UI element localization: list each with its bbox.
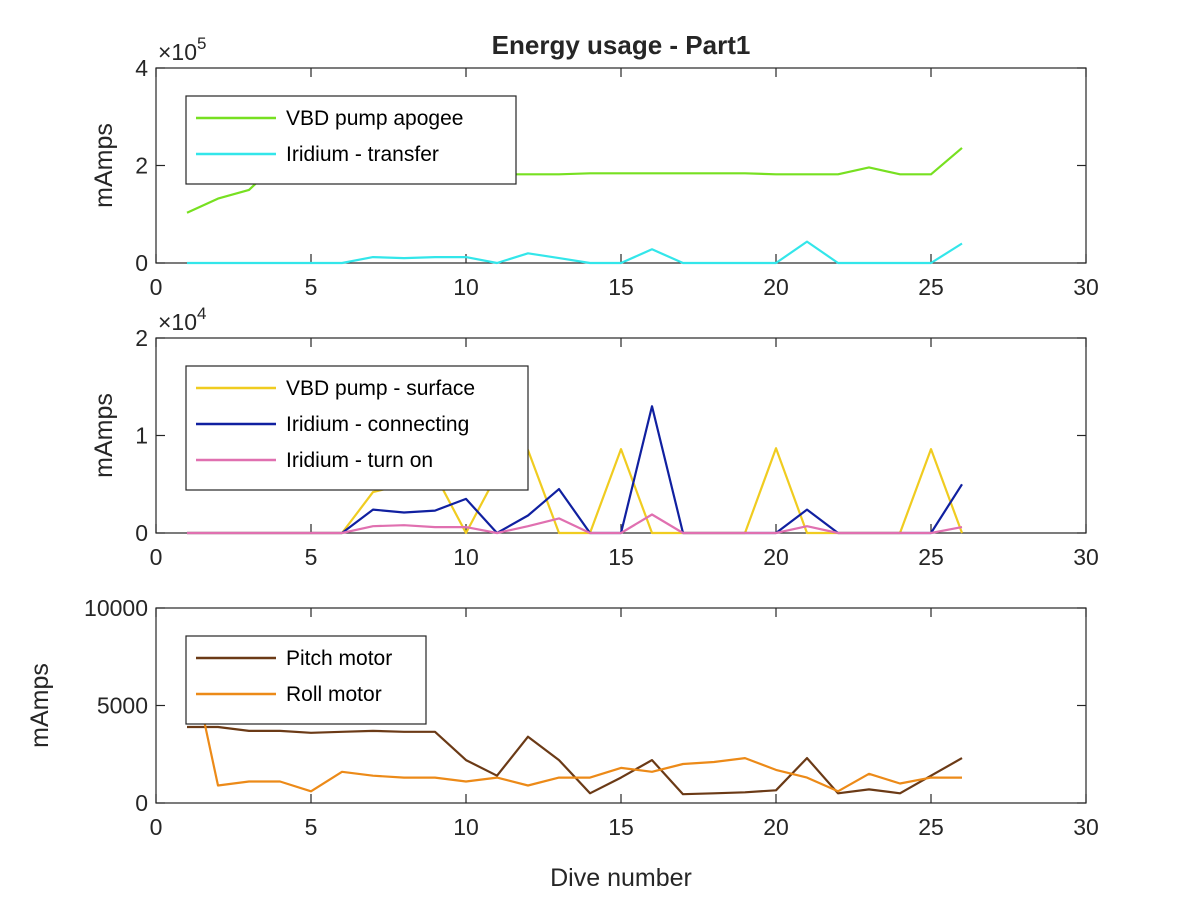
y-axis-label: mAmps (90, 393, 118, 478)
x-tick-label: 20 (763, 544, 789, 570)
y-tick-label: 2 (135, 325, 148, 351)
x-tick-label: 25 (918, 814, 944, 840)
legend-entry: Pitch motor (286, 647, 392, 670)
subplot-2: 0 5 10 15 20 25 30 0 1 2 ×104 mAmps VBD pump - surfa… (90, 304, 1099, 570)
y-tick-label: 10000 (84, 595, 148, 621)
x-tick-label: 20 (763, 274, 789, 300)
legend: Pitch motor Roll motor (185, 635, 427, 725)
y-tick-label: 0 (135, 520, 148, 546)
y-tick-label: 0 (135, 250, 148, 276)
x-axis-label: Dive number (550, 864, 692, 892)
y-tick-label: 1 (135, 423, 148, 449)
legend-box (185, 95, 517, 185)
x-tick-label: 15 (608, 274, 634, 300)
legend-box (185, 365, 529, 491)
legend-entry: VBD pump apogee (286, 107, 463, 130)
x-tick-label: 30 (1073, 814, 1099, 840)
x-tick-label: 10 (453, 544, 479, 570)
y-exponent-label: ×105 (158, 34, 206, 65)
legend-entry: Iridium - connecting (286, 413, 469, 436)
y-exponent-label: ×104 (158, 304, 206, 335)
x-tick-label: 5 (305, 814, 318, 840)
legend-entry: VBD pump - surface (286, 377, 475, 400)
series-line-2 (187, 712, 962, 793)
x-tick-label: 10 (453, 274, 479, 300)
x-tick-label: 0 (150, 274, 163, 300)
legend-entry: Iridium - turn on (286, 449, 433, 472)
y-tick-label: 2 (135, 153, 148, 179)
x-tick-label: 15 (608, 544, 634, 570)
legend: VBD pump apogee Iridium - transfer (185, 95, 517, 185)
x-tick-label: 25 (918, 274, 944, 300)
x-tick-label: 5 (305, 274, 318, 300)
x-tick-label: 15 (608, 814, 634, 840)
chart-title: Energy usage - Part1 (492, 30, 751, 60)
x-tick-label: 30 (1073, 544, 1099, 570)
legend-box (185, 635, 427, 725)
x-tick-label: 20 (763, 814, 789, 840)
y-axis-label: mAmps (26, 663, 54, 748)
x-tick-label: 25 (918, 544, 944, 570)
series-line-2 (187, 240, 963, 265)
y-axis-label: mAmps (90, 123, 118, 208)
x-tick-label: 0 (150, 814, 163, 840)
subplot-1: 0 5 10 15 20 25 30 0 2 4 ×105 mAmps Energy usage - P… (90, 30, 1099, 300)
legend: VBD pump - surface Iridium - connecting Ir… (185, 365, 529, 491)
y-tick-label: 5000 (97, 693, 148, 719)
x-tick-label: 0 (150, 544, 163, 570)
x-tick-label: 10 (453, 814, 479, 840)
series-line-3 (187, 513, 963, 535)
y-tick-label: 4 (135, 55, 148, 81)
x-tick-label: 30 (1073, 274, 1099, 300)
subplot-3: 0 5 10 15 20 25 30 0 5000 10000 mAmps Dive number Pi… (26, 595, 1099, 892)
x-tick-label: 5 (305, 544, 318, 570)
legend-entry: Iridium - transfer (286, 143, 439, 166)
y-tick-label: 0 (135, 790, 148, 816)
legend-entry: Roll motor (286, 683, 382, 706)
